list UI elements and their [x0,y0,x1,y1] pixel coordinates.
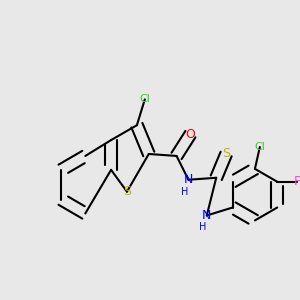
Text: N: N [202,209,212,222]
Text: O: O [185,128,195,141]
Text: S: S [123,185,131,198]
Text: H: H [199,222,206,233]
Text: S: S [222,148,230,160]
Text: N: N [184,173,193,186]
Text: Cl: Cl [140,94,150,104]
Text: Cl: Cl [254,142,265,152]
Text: H: H [181,187,188,197]
Text: F: F [293,175,300,188]
